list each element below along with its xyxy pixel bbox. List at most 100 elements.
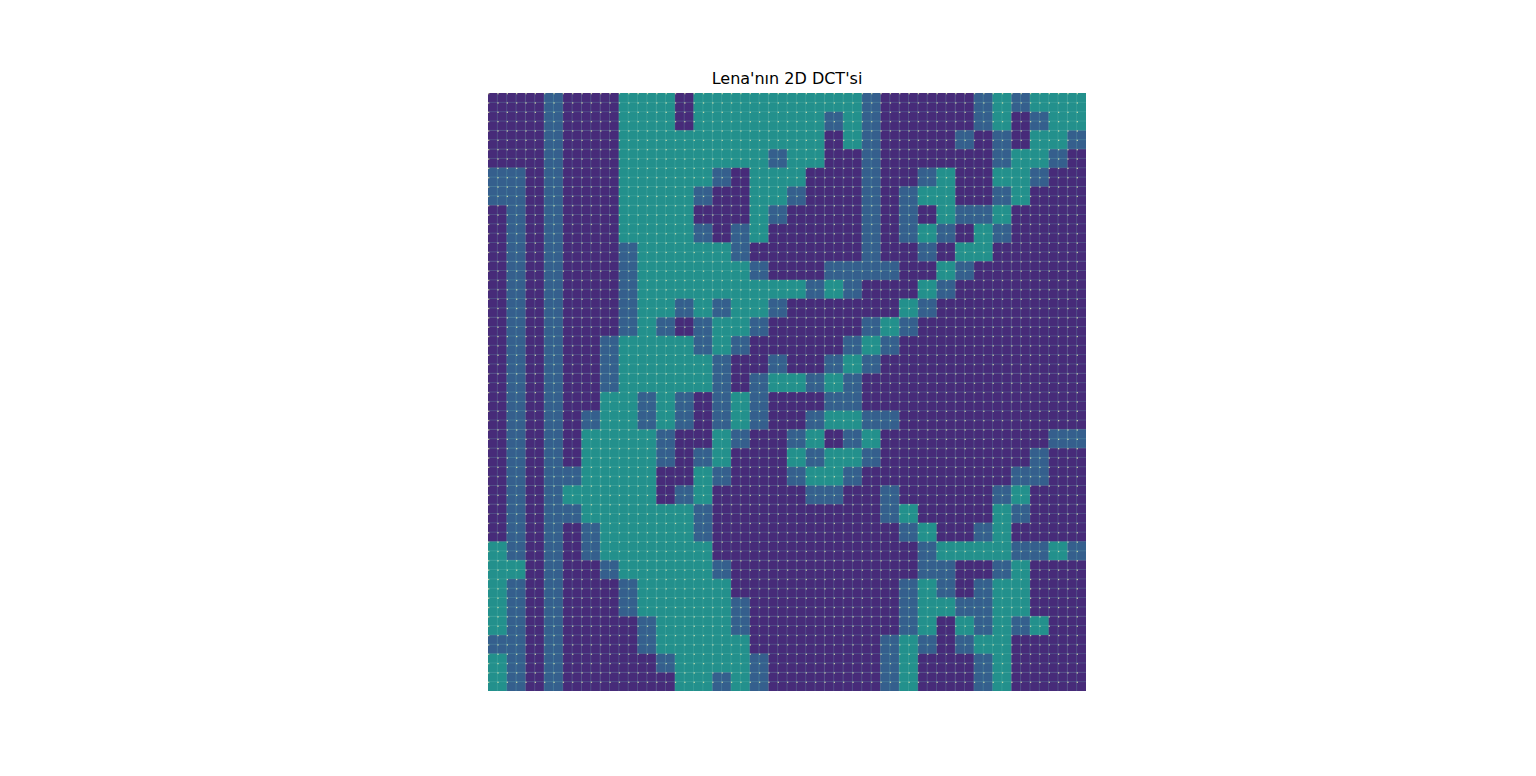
- dc-dot: [890, 196, 891, 197]
- dc-dot: [507, 205, 508, 206]
- dc-dot: [824, 149, 825, 150]
- dc-dot: [899, 93, 900, 94]
- dc-dot: [712, 196, 713, 197]
- dc-dot: [1039, 121, 1040, 122]
- dc-dot: [722, 93, 723, 94]
- dc-dot: [787, 214, 788, 215]
- dc-dot: [890, 130, 891, 131]
- dc-dot: [497, 121, 498, 122]
- dc-dot: [731, 140, 732, 141]
- dc-dot: [787, 93, 788, 94]
- dc-dot: [787, 205, 788, 206]
- dc-dot: [722, 168, 723, 169]
- dc-dot: [703, 93, 704, 94]
- dc-dot: [1011, 102, 1012, 103]
- dc-dot: [796, 121, 797, 122]
- dc-dot: [1077, 130, 1078, 131]
- dc-dot: [563, 158, 564, 159]
- dc-dot: [824, 140, 825, 141]
- dc-dot: [638, 168, 639, 169]
- dc-dot: [880, 177, 881, 178]
- dc-dot: [1030, 177, 1031, 178]
- dc-dot: [908, 224, 909, 225]
- dc-dot: [507, 102, 508, 103]
- dc-dot: [488, 140, 489, 141]
- dc-dot: [993, 196, 994, 197]
- dc-dot: [1002, 196, 1003, 197]
- dc-dot: [553, 168, 554, 169]
- dc-dot: [918, 205, 919, 206]
- dc-dot: [918, 158, 919, 159]
- dc-dot: [647, 121, 648, 122]
- dc-dot: [525, 102, 526, 103]
- dc-dot: [684, 158, 685, 159]
- dc-dot: [843, 93, 844, 94]
- dc-dot: [600, 214, 601, 215]
- dc-dot: [918, 214, 919, 215]
- dc-dot: [497, 196, 498, 197]
- dc-dot: [778, 102, 779, 103]
- dc-dot: [609, 158, 610, 159]
- dc-dot: [1039, 168, 1040, 169]
- dc-dot: [600, 130, 601, 131]
- dc-dot: [628, 196, 629, 197]
- dc-dot: [750, 130, 751, 131]
- dc-dot: [843, 102, 844, 103]
- dc-dot: [824, 214, 825, 215]
- dc-dot: [703, 140, 704, 141]
- dc-dot: [852, 196, 853, 197]
- dc-dot: [852, 177, 853, 178]
- dc-dot: [507, 233, 508, 234]
- dc-dot: [1039, 112, 1040, 113]
- dc-dot: [656, 224, 657, 225]
- dc-dot: [955, 121, 956, 122]
- dc-dot: [815, 149, 816, 150]
- dc-dot: [1002, 158, 1003, 159]
- dc-dot: [918, 121, 919, 122]
- dc-dot: [684, 121, 685, 122]
- dc-dot: [553, 149, 554, 150]
- dc-dot: [1067, 177, 1068, 178]
- dc-dot: [965, 93, 966, 94]
- dc-dot: [609, 121, 610, 122]
- dc-dot: [768, 186, 769, 187]
- dc-dot: [619, 158, 620, 159]
- dc-dot: [507, 214, 508, 215]
- dc-dot: [600, 205, 601, 206]
- dc-dot: [544, 196, 545, 197]
- dc-dot: [731, 196, 732, 197]
- dc-dot: [740, 112, 741, 113]
- dc-dot: [609, 177, 610, 178]
- dc-dot: [703, 177, 704, 178]
- dc-dot: [834, 158, 835, 159]
- dc-dot: [993, 102, 994, 103]
- dc-dot: [908, 205, 909, 206]
- dc-dot: [796, 168, 797, 169]
- dc-dot: [1021, 196, 1022, 197]
- dc-dot: [507, 149, 508, 150]
- dc-dot: [1002, 224, 1003, 225]
- dc-dot: [890, 186, 891, 187]
- dc-dot: [544, 102, 545, 103]
- dc-dot: [507, 158, 508, 159]
- dc-dot: [815, 112, 816, 113]
- dc-dot: [750, 140, 751, 141]
- dc-dot: [563, 130, 564, 131]
- dc-dot: [684, 149, 685, 150]
- dc-dot: [871, 140, 872, 141]
- dc-dot: [974, 196, 975, 197]
- dc-dot: [740, 177, 741, 178]
- dc-dot: [796, 102, 797, 103]
- dc-dot: [937, 205, 938, 206]
- dc-dot: [843, 196, 844, 197]
- dc-dot: [647, 158, 648, 159]
- dc-dot: [852, 168, 853, 169]
- dc-dot: [722, 149, 723, 150]
- dc-dot: [572, 205, 573, 206]
- dc-dot: [806, 93, 807, 94]
- dc-dot: [974, 112, 975, 113]
- dc-dot: [553, 140, 554, 141]
- dc-dot: [862, 158, 863, 159]
- dc-dot: [740, 186, 741, 187]
- dc-dot: [983, 205, 984, 206]
